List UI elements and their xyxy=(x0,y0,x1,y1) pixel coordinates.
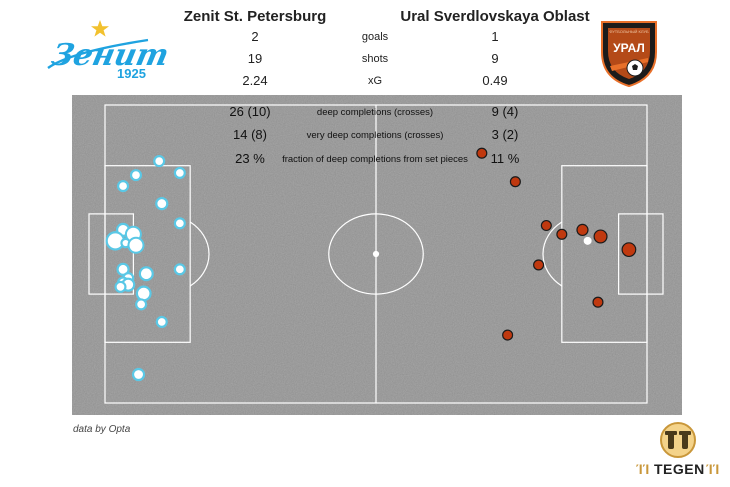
deep-completions-label: deep completions (crosses) xyxy=(316,107,434,118)
right-penalty-area xyxy=(561,165,648,343)
right-penalty-arc xyxy=(542,221,563,287)
zenit-logo-year: 1925 xyxy=(117,66,146,81)
xg-label: xG xyxy=(367,75,383,87)
home-shot-marker-0 xyxy=(153,155,166,168)
set-piece-fraction-home: 23 % xyxy=(235,151,265,166)
very-deep-completions-home: 14 (8) xyxy=(233,127,267,142)
centre-spot xyxy=(372,250,380,258)
left-penalty-arc xyxy=(189,221,210,287)
tegen-brand-text: TEGEN xyxy=(654,461,705,477)
very-deep-completions-away: 3 (2) xyxy=(491,127,519,142)
zenit-logo-graphic xyxy=(47,20,149,69)
goals-label: goals xyxy=(361,31,389,43)
shots-label: shots xyxy=(361,53,389,65)
home-shot-marker-10 xyxy=(116,262,130,276)
ural-logo-text: УРАЛ xyxy=(613,41,645,55)
tegen-logo: ΊΊ TEGEN ΊΊ xyxy=(636,420,726,482)
home-shot-marker-20 xyxy=(131,367,146,382)
tegen-right-mark: ΊΊ xyxy=(706,461,720,477)
home-shot-marker-11 xyxy=(173,263,186,276)
xg-home: 2.24 xyxy=(242,73,268,88)
home-shot-marker-12 xyxy=(138,266,154,282)
home-shot-marker-17 xyxy=(135,285,152,302)
shots-away: 9 xyxy=(491,51,499,66)
shots-layer xyxy=(105,147,637,382)
home-team-name: Zenit St. Petersburg xyxy=(183,8,327,25)
centre-circle xyxy=(328,213,424,295)
deep-completions-home: 26 (10) xyxy=(229,104,271,119)
away-shot-marker-3 xyxy=(540,219,552,232)
away-shot-marker-8 xyxy=(592,296,604,308)
away-team-name: Ural Sverdlovskaya Oblast xyxy=(400,8,590,25)
away-goal-marker-0 xyxy=(583,236,592,245)
ural-logo-ring-text: ФУТБОЛЬНЫЙ КЛУБ xyxy=(609,29,649,34)
away-shot-marker-5 xyxy=(593,229,608,244)
pitch-markings xyxy=(88,104,664,404)
away-shot-marker-0 xyxy=(476,147,488,159)
left-penalty-area xyxy=(104,165,191,343)
home-shot-marker-5 xyxy=(173,217,186,230)
set-piece-fraction-label: fraction of deep completions from set pi… xyxy=(282,154,468,165)
away-shot-marker-7 xyxy=(533,259,545,271)
away-shot-marker-9 xyxy=(502,329,514,341)
set-piece-fraction-away: 11 % xyxy=(490,151,520,166)
home-goal-marker-1 xyxy=(127,236,145,254)
home-shot-marker-2 xyxy=(129,169,143,182)
home-shot-marker-1 xyxy=(173,166,186,179)
right-goal-area xyxy=(618,213,664,295)
very-deep-completions-label: very deep completions (crosses) xyxy=(306,130,444,141)
home-shot-marker-16 xyxy=(114,280,127,293)
home-shot-marker-4 xyxy=(155,196,169,211)
away-shot-marker-2 xyxy=(576,223,589,237)
goals-away: 1 xyxy=(491,29,499,44)
home-shot-marker-3 xyxy=(117,180,130,193)
deep-completions-away: 9 (4) xyxy=(491,104,519,119)
xg-away: 0.49 xyxy=(482,73,508,88)
tegen-logo-icon xyxy=(660,422,696,458)
goals-home: 2 xyxy=(251,29,259,44)
ural-logo: УРАЛ ФУТБОЛЬНЫЙ КЛУБ xyxy=(598,18,660,88)
shots-home: 19 xyxy=(247,51,263,66)
away-shot-marker-6 xyxy=(621,242,637,258)
away-shot-marker-1 xyxy=(509,176,521,188)
tegen-left-mark: ΊΊ xyxy=(636,461,650,477)
zenit-logo: Зенит 1925 xyxy=(40,18,172,84)
data-credit: data by Opta xyxy=(73,424,131,435)
home-shot-marker-18 xyxy=(135,298,148,311)
away-shot-marker-4 xyxy=(556,228,568,240)
left-goal-area xyxy=(88,213,134,295)
home-shot-marker-19 xyxy=(155,315,168,328)
ural-logo-graphic xyxy=(601,21,657,88)
